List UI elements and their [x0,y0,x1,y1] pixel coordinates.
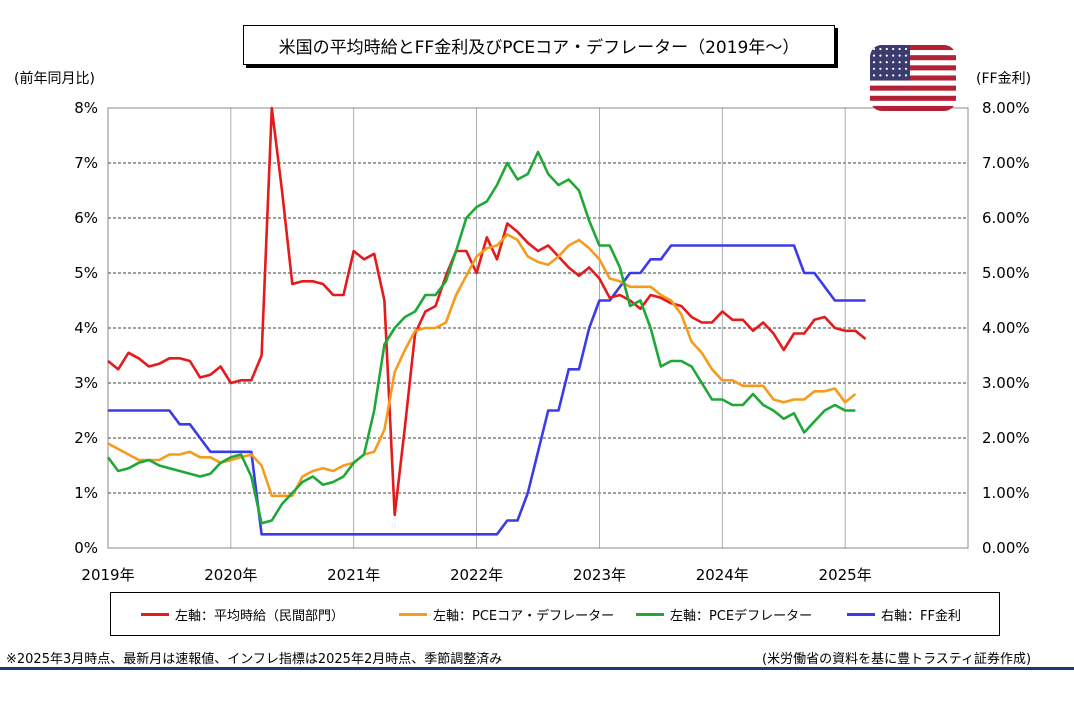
left-axis-unit: (前年同月比) [14,71,95,87]
left-tick-label: 2% [74,429,98,447]
flag-star [879,74,882,77]
x-tick-label: 2023年 [573,566,626,584]
right-tick-label: 7.00% [982,154,1030,172]
x-tick-label: 2025年 [819,566,872,584]
flag-star [892,47,895,51]
flag-stripe [870,80,956,86]
x-tick-label: 2021年 [327,566,380,584]
left-tick-label: 8% [74,99,98,117]
right-tick-label: 2.00% [982,429,1030,447]
flag-star [892,67,895,70]
right-tick-label: 1.00% [982,484,1030,502]
left-tick-label: 5% [74,264,98,282]
flag-star [904,47,908,51]
right-tick-label: 5.00% [982,264,1030,282]
legend-item-wages: 左軸：平均時給（民間部門） [141,593,344,635]
flag-stripe [870,60,956,66]
flag-stripe [870,90,956,97]
us-flag-icon [870,45,956,111]
chart-legend: 左軸：平均時給（民間部門） 左軸：PCEコア・デフレーター 左軸：PCEデフレー… [110,592,1000,636]
flag-star [872,61,876,64]
flag-star [885,54,888,57]
series-line [106,150,856,525]
chart-title-text: 米国の平均時給とFF金利及びPCEコア・デフレーター（2019年～） [278,37,800,58]
footnote-source: (米労働省の資料を基に豊トラスティ証券作成) [762,652,1032,667]
flag-star [885,47,888,51]
flag-star [885,61,888,64]
flag-star [904,67,908,70]
flag-star [898,67,901,70]
flag-stripe [870,85,956,91]
flag-star [904,74,908,77]
flag-star [904,54,908,57]
flag-star [879,67,882,70]
legend-swatch [847,612,875,616]
legend-label: 左軸：PCEコア・デフレーター [433,608,615,624]
x-tick-label: 2019年 [81,566,134,584]
left-tick-label: 0% [74,539,98,557]
right-tick-label: 8.00% [982,99,1030,117]
flag-stripe [870,70,956,76]
flag-star [898,61,901,64]
flag-star [872,54,876,57]
left-tick-label: 7% [74,154,98,172]
x-tick-label: 2022年 [450,566,503,584]
legend-label: 左軸：平均時給（民間部門） [175,608,345,624]
flag-star [892,61,895,64]
series-line [108,244,866,536]
flag-stripe [870,75,956,81]
flag-star [898,74,901,77]
flag-stripe [870,105,956,111]
legend-swatch [141,612,169,616]
flag-stripe [870,100,956,107]
flag-star [872,47,876,51]
flag-star [885,74,888,77]
right-tick-label: 0.00% [982,539,1030,557]
x-tick-label: 2024年 [696,566,749,584]
legend-swatch [399,612,427,616]
right-tick-label: 3.00% [982,374,1030,392]
flag-star [872,67,876,70]
x-tick-label: 2020年 [204,566,257,584]
chart-title: 米国の平均時給とFF金利及びPCEコア・デフレーター（2019年～） [243,25,835,65]
footnote-notes: ※2025年3月時点、最新月は速報値、インフレ指標は2025年2月時点、季節調整… [6,652,503,667]
series-line [107,106,867,517]
bottom-divider [0,667,1074,670]
right-tick-label: 6.00% [982,209,1030,227]
flag-stripe [870,65,956,71]
left-tick-label: 4% [74,319,98,337]
flag-star [892,74,895,77]
flag-stripe [870,55,956,61]
flag-stripe [870,50,956,56]
right-axis-unit: (FF金利) [976,71,1032,87]
flag-star [904,61,908,64]
flag-stripe [870,45,956,51]
series-line [107,233,857,498]
flag-star [872,74,876,77]
flag-star [879,47,882,51]
legend-swatch [636,612,664,616]
left-tick-label: 6% [74,209,98,227]
flag-canton [870,45,910,81]
legend-label: 左軸：PCEデフレーター [670,608,813,624]
legend-item-pce: 左軸：PCEデフレーター [636,593,812,635]
flag-star [892,54,895,57]
flag-star [898,47,901,51]
flag-stripe [870,95,956,102]
flag-star [898,54,901,57]
left-tick-label: 3% [74,374,98,392]
left-tick-label: 1% [74,484,98,502]
legend-item-core-pce: 左軸：PCEコア・デフレーター [399,593,614,635]
plot-frame [107,107,969,549]
right-tick-label: 4.00% [982,319,1030,337]
flag-star [879,54,882,57]
flag-star [885,67,888,70]
legend-item-ff-rate: 右軸：FF金利 [847,593,961,635]
flag-star [879,61,882,64]
legend-label: 右軸：FF金利 [881,608,961,624]
